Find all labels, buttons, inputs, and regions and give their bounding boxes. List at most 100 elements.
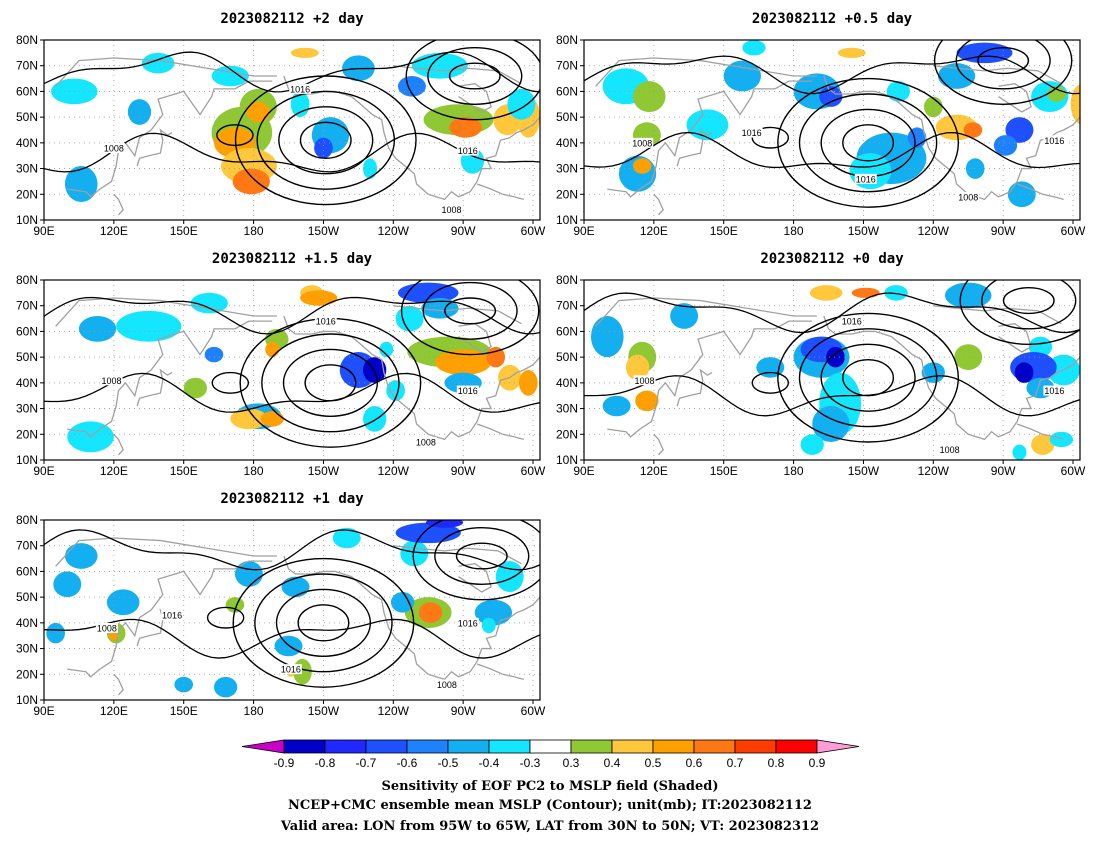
isobar-contour [232, 557, 415, 688]
lat-tick-label: 70N [16, 299, 38, 313]
sensitivity-shading [281, 576, 310, 598]
colorbar-tick-label: 0.5 [645, 756, 662, 770]
lon-tick-label: 120E [640, 224, 668, 238]
sensitivity-shading [190, 292, 228, 314]
footer-line-1: Sensitivity of EOF PC2 to MSLP field (Sh… [381, 779, 718, 794]
lon-tick-label: 150E [170, 704, 198, 718]
lon-tick-label: 150W [848, 224, 880, 238]
lon-tick-label: 150W [848, 464, 880, 478]
map-plot-area: 1016 1016 1008 1008 [584, 280, 1080, 460]
coastline [476, 423, 524, 441]
isobar-contour [777, 312, 960, 443]
sensitivity-shading [106, 589, 140, 616]
isobar-contour [412, 520, 540, 601]
lon-tick-label: 180 [244, 224, 264, 238]
sensitivity-shading [127, 99, 152, 125]
lat-tick-label: 60N [16, 564, 38, 578]
colorbar-box [447, 739, 490, 754]
lat-tick-label: 60N [16, 84, 38, 98]
contour-label: 1016 [281, 665, 301, 675]
lon-tick-label: 90E [573, 464, 594, 478]
contour-label: 1008 [416, 438, 436, 448]
colorbar-tick-label: 0.3 [563, 756, 580, 770]
colorbar-tick-label: -0.6 [397, 756, 418, 770]
sensitivity-shading [954, 344, 983, 370]
sensitivity-shading [590, 316, 624, 358]
contour-label-bg [100, 375, 123, 386]
coastline [607, 320, 813, 438]
lon-tick-label: 90E [33, 704, 54, 718]
lat-tick-label: 70N [556, 59, 578, 73]
panel-title: 2023082112 +1 day [220, 491, 364, 507]
coastline [393, 305, 522, 325]
contour-label-bg [440, 204, 463, 215]
sensitivity-shading [632, 81, 666, 112]
contour-label-bg [456, 145, 479, 156]
sensitivity-shading [809, 285, 843, 301]
colorbar-box [570, 739, 613, 754]
sensitivity-shading [602, 395, 631, 417]
sensitivity-shading [418, 602, 443, 623]
lon-tick-label: 120W [918, 464, 950, 478]
contour-label-bg [456, 617, 479, 628]
sensitivity-shading [635, 390, 659, 412]
lon-tick-label: 180 [244, 704, 264, 718]
contour-label-bg [633, 375, 656, 386]
colorbar-box [406, 739, 449, 754]
isobar-contour [254, 573, 393, 673]
map-frame [583, 39, 1081, 221]
contour-label: 1008 [97, 624, 117, 634]
isobar-contour [448, 62, 501, 90]
colorbar-tick-label: 0.6 [686, 756, 703, 770]
sensitivity-shading [204, 346, 224, 363]
lon-tick-label: 180 [784, 224, 804, 238]
map-frame [583, 279, 1081, 461]
map-panel: 2023082112 +1.5 day 1016 1016 1008 1008 90E 12… [16, 251, 546, 478]
lat-tick-label: 70N [556, 299, 578, 313]
lon-tick-label: 90W [451, 464, 476, 478]
sensitivity-shading [826, 346, 845, 368]
lat-tick-label: 20N [16, 667, 38, 681]
lat-tick-label: 10N [16, 693, 38, 707]
lat-tick-label: 10N [556, 453, 578, 467]
coastline [676, 128, 713, 167]
isobar-contour [455, 542, 508, 570]
coastline [607, 80, 813, 198]
colorbar-box [529, 739, 572, 754]
colorbar-tick-label: -0.4 [479, 756, 500, 770]
isobar-contour [261, 333, 400, 433]
map-plot-area: 1016 1016 1008 1008 [44, 280, 540, 460]
panel-title: 2023082112 +0 day [760, 251, 904, 267]
lon-tick-label: 90W [451, 704, 476, 718]
sensitivity-shading [956, 42, 1013, 64]
colorbar-box [611, 739, 654, 754]
sensitivity-shading [944, 282, 992, 309]
isobar-contour [216, 124, 254, 147]
contour-label: 1008 [104, 144, 124, 154]
sensitivity-shading [519, 370, 538, 396]
lon-tick-label: 60W [521, 704, 546, 718]
lat-tick-label: 20N [16, 427, 38, 441]
lat-tick-label: 60N [556, 84, 578, 98]
isobar-contour [981, 280, 1077, 330]
coastline [823, 75, 1080, 201]
sensitivity-shading [495, 561, 524, 592]
sensitivity-shading [993, 135, 1018, 156]
lon-tick-label: 150W [308, 224, 340, 238]
lon-tick-label: 150E [710, 464, 738, 478]
contour-label-bg [314, 316, 337, 327]
sensitivity-shading [390, 592, 415, 613]
lon-tick-label: 120E [100, 704, 128, 718]
sensitivity-shading [332, 527, 361, 549]
sensitivity-shading [232, 168, 270, 195]
coastline [283, 555, 540, 681]
contour-label-bg [95, 623, 118, 633]
sensitivity-shading [425, 520, 464, 528]
lon-tick-label: 120W [378, 464, 410, 478]
sensitivity-shading [314, 137, 333, 159]
lon-tick-label: 120E [640, 464, 668, 478]
contour-label: 1016 [842, 317, 862, 327]
panel-title: 2023082112 +0.5 day [752, 11, 913, 27]
lat-tick-label: 60N [556, 324, 578, 338]
